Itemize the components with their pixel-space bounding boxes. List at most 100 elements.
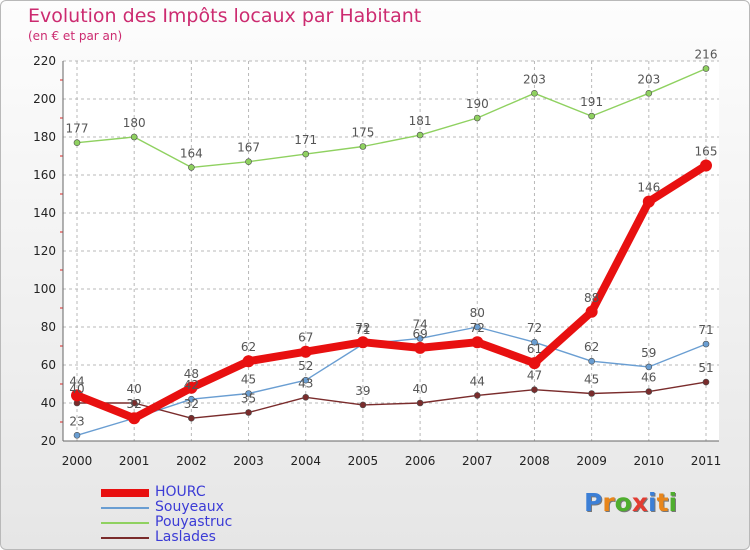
data-point-hourc [71,389,83,402]
x-tick-label: 2003 [233,454,264,468]
data-point-pouyastruc [73,139,81,146]
y-tick-label: 180 [33,130,56,144]
data-point-hourc [414,341,427,354]
legend-label: HOURC [155,484,206,500]
series-line-hourc [73,161,710,423]
data-point-hourc [528,357,541,370]
x-tick-label: 2004 [290,454,321,468]
series-line-laslades [76,381,707,419]
x-tick-label: 2006 [405,454,436,468]
data-label-souyeaux: 59 [641,346,656,360]
data-point-laslades [531,386,538,394]
legend-swatch [101,522,149,524]
data-point-souyeaux [73,431,81,439]
legend-item-pouyastruc: Pouyastruc [101,514,361,530]
y-tick-label: 40 [41,396,56,410]
data-label-laslades: 40 [127,382,142,396]
data-point-pouyastruc [702,65,710,72]
y-tick-label: 220 [33,54,56,68]
x-tick-label: 2000 [62,454,93,468]
x-tick-label: 2010 [634,454,665,468]
data-label-pouyastruc: 177 [66,122,89,136]
data-point-souyeaux [473,323,481,331]
proxiti-logo: Proxiti [584,488,677,517]
data-label-souyeaux: 32 [127,397,142,411]
data-point-hourc [356,336,369,349]
series-line-pouyastruc [76,67,707,169]
data-point-hourc [242,355,255,368]
data-label-pouyastruc: 167 [237,141,260,155]
x-tick-label: 2005 [348,454,379,468]
data-label-hourc: 48 [184,367,199,381]
data-point-laslades [588,390,595,397]
data-point-laslades [473,392,481,399]
data-point-pouyastruc [130,133,138,141]
y-tick-label: 100 [33,282,56,296]
logo-letter: i [648,488,657,517]
data-label-pouyastruc: 175 [351,126,374,140]
data-label-laslades: 35 [241,392,256,406]
chart-title: Evolution des Impôts locaux par Habitant [28,5,422,27]
data-label-pouyastruc: 164 [180,146,203,160]
data-point-hourc [642,195,655,208]
data-label-laslades: 51 [698,361,713,375]
data-label-souyeaux: 62 [584,340,599,354]
data-label-souyeaux: 52 [298,359,313,373]
data-point-pouyastruc [473,114,481,122]
y-tick-label: 60 [41,358,56,372]
data-label-pouyastruc: 191 [580,95,603,109]
data-label-hourc: 61 [527,342,542,356]
y-tick-label: 120 [33,244,56,258]
data-point-souyeaux [588,357,595,365]
data-point-souyeaux [302,376,310,384]
data-label-pouyastruc: 203 [523,72,546,86]
chart-subtitle: (en € et par an) [28,29,123,43]
data-label-laslades: 40 [69,382,84,396]
data-point-laslades [188,414,195,422]
legend-item-souyeaux: Souyeaux [101,499,361,515]
legend-swatch [101,537,149,539]
data-point-laslades [130,399,138,407]
x-tick-label: 2001 [119,454,150,468]
data-point-souyeaux [702,340,710,348]
data-label-laslades: 39 [355,384,370,398]
legend-label: Laslades [155,529,216,545]
data-label-laslades: 43 [298,376,313,390]
data-point-laslades [359,401,367,409]
data-label-pouyastruc: 216 [695,48,718,62]
logo-letter: r [602,488,615,517]
data-label-hourc: 69 [412,327,427,341]
x-tick-label: 2009 [576,454,607,468]
data-point-hourc [700,159,712,172]
data-point-hourc [471,336,484,349]
data-label-pouyastruc: 190 [466,97,489,111]
legend-item-laslades: Laslades [101,529,361,545]
data-label-laslades: 40 [412,382,427,396]
data-point-laslades [645,388,653,395]
data-label-hourc: 165 [695,145,718,159]
logo-letter: P [584,488,603,517]
data-label-hourc: 67 [298,331,313,345]
data-point-pouyastruc [416,131,424,139]
legend-item-hourc: HOURC [101,484,361,500]
x-tick-label: 2007 [462,454,493,468]
data-label-souyeaux: 23 [69,414,84,428]
data-label-hourc: 72 [355,321,370,335]
legend-swatch [101,489,149,497]
data-point-laslades [302,393,310,401]
data-label-laslades: 44 [470,374,485,388]
x-tick-label: 2008 [519,454,550,468]
data-point-laslades [702,378,710,386]
data-label-souyeaux: 42 [184,378,199,392]
data-label-hourc: 146 [637,181,660,195]
logo-letter: o [614,488,632,517]
data-point-pouyastruc [645,90,653,97]
data-label-pouyastruc: 171 [294,133,317,147]
legend-label: Souyeaux [155,499,224,515]
data-label-laslades: 32 [184,397,199,411]
data-point-souyeaux [188,395,195,403]
data-label-laslades: 46 [641,371,656,385]
data-label-hourc: 72 [470,321,485,335]
data-label-pouyastruc: 181 [409,114,432,128]
line-chart: 20 40 60 80 100 120 140 160 180 200 220 2000 2001 200… [33,48,721,468]
